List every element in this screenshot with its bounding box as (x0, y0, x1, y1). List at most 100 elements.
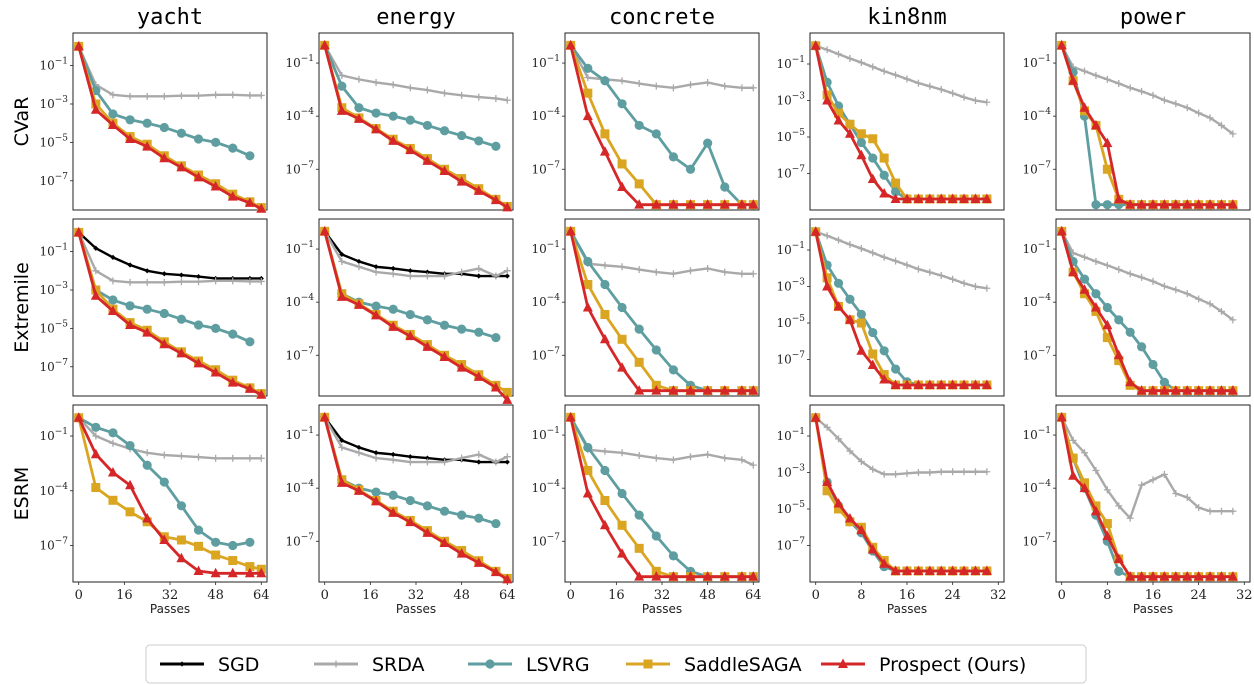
data-point-lsvrg (125, 301, 135, 311)
data-point-lsvrg (1136, 342, 1147, 352)
y-tick-label: 10−3 (39, 95, 68, 111)
x-tick-label: 32 (990, 588, 1007, 603)
data-point-saddlesaga (868, 349, 878, 359)
series-line-srda (815, 230, 988, 290)
data-point-prospect-ours (1113, 553, 1124, 563)
data-point-prospect-ours (685, 385, 696, 395)
y-tick-label: 10−7 (1022, 346, 1051, 362)
data-point-srda (704, 264, 712, 272)
data-point-srda (423, 458, 431, 466)
data-point-lsvrg (422, 120, 433, 131)
data-point-srda (835, 50, 843, 58)
data-point-saddlesaga (600, 129, 610, 139)
data-point-srda (949, 468, 957, 476)
data-point-prospect-ours (319, 39, 330, 50)
data-point-srda (355, 263, 363, 271)
data-point-sgd (504, 273, 510, 279)
data-point-prospect-ours (473, 557, 484, 567)
data-point-srda (704, 450, 712, 458)
data-point-sgd (407, 268, 413, 274)
data-point-srda (1160, 96, 1168, 104)
y-tick-label: 10−4 (1022, 107, 1051, 123)
data-point-lsvrg (388, 304, 398, 314)
data-point-prospect-ours (388, 507, 399, 517)
data-point-lsvrg (159, 122, 169, 133)
data-point-lsvrg (634, 324, 644, 334)
data-point-prospect-ours (1113, 349, 1124, 360)
x-tick-label: 16 (362, 588, 379, 603)
data-point-prospect-ours (936, 565, 947, 576)
data-point-prospect-ours (913, 565, 924, 576)
data-point-saddlesaga (502, 387, 512, 397)
data-point-lsvrg (228, 540, 238, 551)
data-point-lsvrg (890, 364, 901, 374)
panel-extremile-concrete: 10−1 10−4 10−7 (531, 218, 760, 397)
data-point-srda (1126, 514, 1134, 522)
series-prospect-ours (1056, 411, 1238, 581)
y-tick-label: 10−3 (776, 278, 805, 294)
data-point-srda (1115, 266, 1123, 274)
data-point-srda (869, 249, 877, 257)
x-axis-label: Passes (1133, 602, 1173, 616)
y-tick-label: 10−3 (776, 92, 805, 108)
data-point-sgd (504, 459, 510, 465)
data-point-srda (584, 74, 592, 82)
data-point-lsvrg (474, 136, 484, 146)
data-point-prospect-ours (1079, 482, 1090, 493)
data-point-prospect-ours (867, 173, 878, 183)
data-point-srda (1160, 470, 1168, 478)
data-point-srda (926, 82, 934, 90)
series-line-prospect-ours (814, 417, 987, 573)
panel-extremile-kin8nm: 10−1 10−3 10−5 10−7 (776, 218, 1005, 397)
data-point-srda (869, 63, 877, 71)
data-point-prospect-ours (1102, 137, 1113, 148)
x-tick-label: 16 (899, 588, 916, 603)
data-point-lsvrg (1148, 359, 1158, 370)
data-point-srda (738, 270, 746, 278)
legend-item-saddlesaga: SaddleSAGA (626, 654, 802, 676)
series-srda (321, 41, 511, 104)
data-point-lsvrg (142, 304, 152, 314)
data-point-prospect-ours (902, 193, 912, 204)
data-point-srda (1172, 100, 1180, 108)
series-prospect-ours (810, 412, 992, 576)
y-tick-label: 10−5 (39, 319, 68, 335)
data-point-sgd (356, 258, 362, 265)
data-point-saddlesaga (600, 310, 610, 320)
series-line-prospect-ours (1060, 230, 1233, 393)
data-point-prospect-ours (582, 110, 593, 121)
x-tick-label: 32 (162, 588, 179, 603)
data-point-lsvrg (1091, 289, 1101, 299)
data-point-prospect-ours (924, 193, 935, 204)
data-point-srda (229, 91, 237, 99)
data-point-sgd (339, 251, 345, 257)
data-point-srda (652, 454, 660, 462)
data-point-prospect-ours (142, 141, 153, 151)
data-point-srda (1206, 300, 1214, 308)
series-line-prospect-ours (814, 45, 987, 201)
data-point-saddlesaga (1102, 333, 1112, 343)
data-point-srda (503, 267, 511, 275)
data-point-prospect-ours (1182, 571, 1193, 581)
data-point-lsvrg (371, 301, 381, 311)
data-point-srda (177, 452, 185, 460)
data-point-srda (389, 270, 397, 278)
data-point-srda (892, 470, 900, 478)
y-tick-label: 10−7 (531, 346, 560, 362)
data-point-prospect-ours (1090, 505, 1101, 516)
data-point-srda (687, 453, 695, 461)
data-point-prospect-ours (193, 171, 204, 182)
data-point-prospect-ours (617, 362, 628, 372)
data-point-srda (949, 275, 957, 283)
data-point-saddlesaga (634, 543, 644, 553)
series-line-prospect-ours (1060, 417, 1233, 579)
data-point-saddlesaga (194, 541, 204, 551)
data-point-prospect-ours (176, 552, 187, 563)
data-point-sgd (144, 268, 150, 274)
data-point-prospect-ours (1102, 530, 1113, 540)
data-point-srda (195, 92, 203, 100)
y-tick-label: 10−1 (776, 427, 805, 443)
data-point-lsvrg (108, 295, 118, 305)
data-point-srda (246, 91, 254, 99)
data-point-srda (257, 277, 265, 285)
